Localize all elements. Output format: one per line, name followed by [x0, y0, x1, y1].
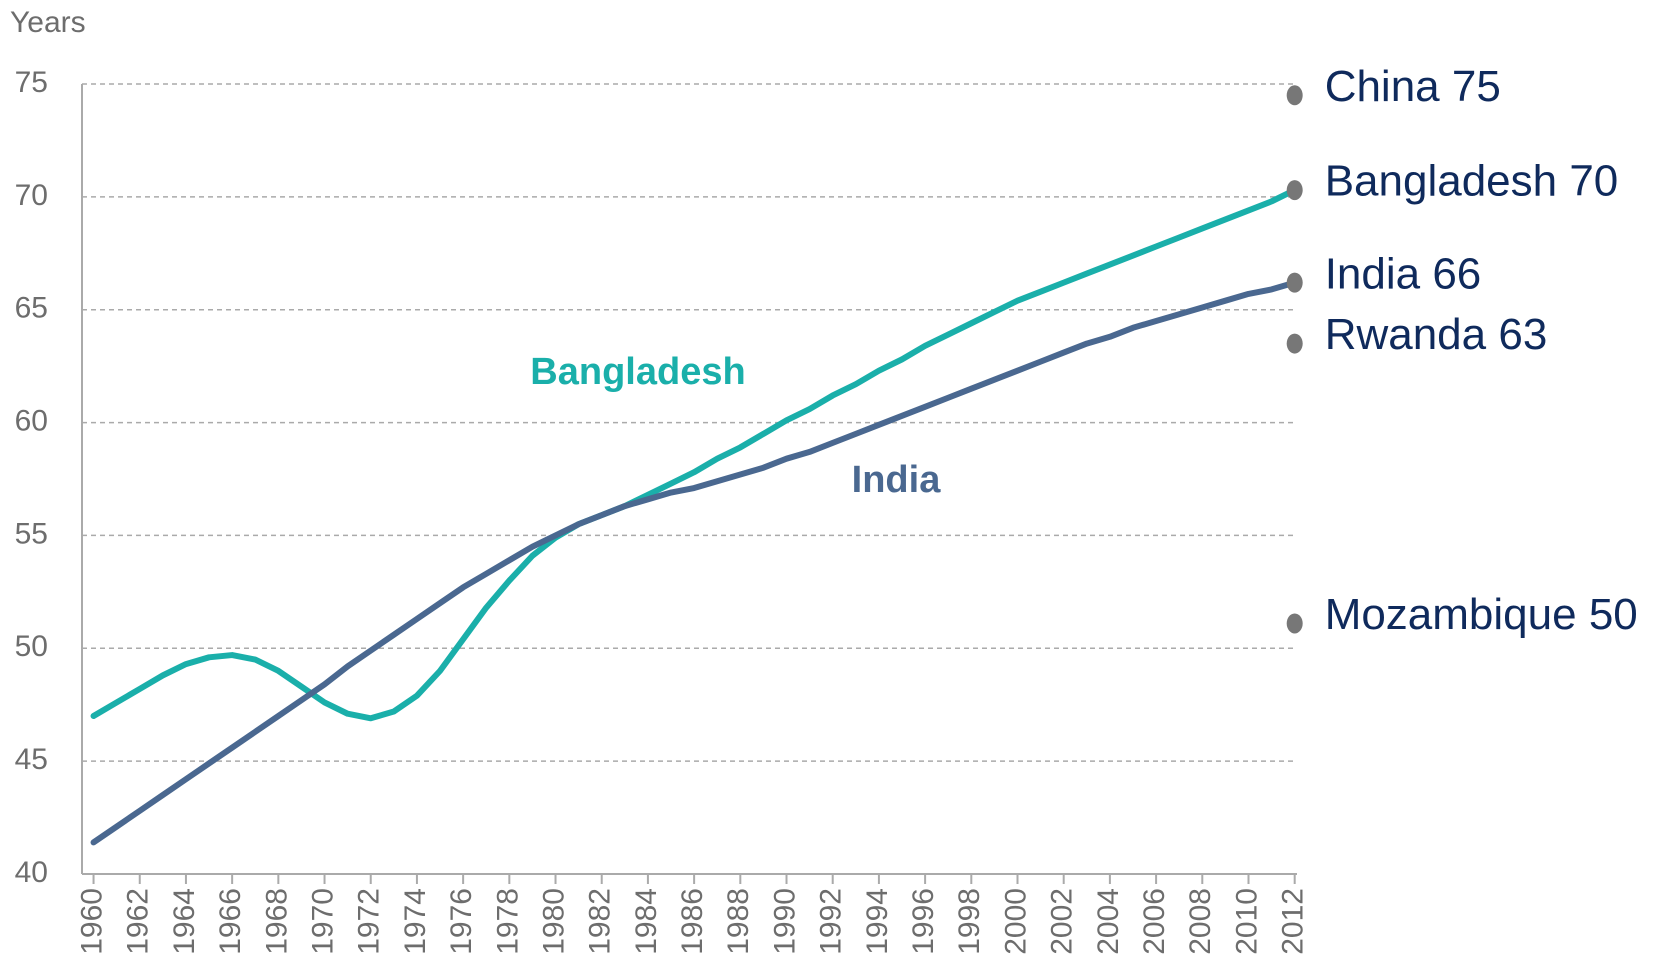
x-tick-label: 1984	[630, 888, 663, 955]
x-tick-label: 1960	[75, 888, 108, 955]
x-tick-label: 1968	[260, 888, 293, 955]
y-tick-label: 40	[15, 856, 48, 889]
x-tick-label: 2002	[1046, 888, 1079, 955]
x-tick-label: 2010	[1230, 888, 1263, 955]
series-line	[90, 187, 1298, 722]
x-tick-label: 1966	[214, 888, 247, 955]
y-tick-label: 50	[15, 630, 48, 663]
y-tick-label: 70	[15, 179, 48, 212]
x-tick-label: 2008	[1184, 888, 1217, 955]
x-tick-label: 1964	[168, 888, 201, 955]
x-tick-label: 1978	[491, 888, 524, 955]
x-tick-label: 1970	[306, 888, 339, 955]
x-tick-label: 1980	[537, 888, 570, 955]
x-tick-label: 1972	[353, 888, 386, 955]
x-tick-label: 2006	[1138, 888, 1171, 955]
x-tick-label: 1988	[722, 888, 755, 955]
x-tick-label: 1962	[122, 888, 155, 955]
x-tick-label: 1986	[676, 888, 709, 955]
end-point-label: India 66	[1325, 249, 1482, 298]
x-tick-label: 2000	[999, 888, 1032, 955]
x-tick-label: 1982	[584, 888, 617, 955]
x-tick-label: 1976	[445, 888, 478, 955]
series-label: India	[852, 459, 942, 501]
end-point-label: China 75	[1325, 62, 1501, 111]
end-point-label: Rwanda 63	[1325, 310, 1548, 359]
y-tick-label: 45	[15, 743, 48, 776]
x-tick-label: 1994	[861, 888, 894, 955]
end-point	[1286, 613, 1303, 634]
y-tick-label: 60	[15, 404, 48, 437]
series-label: Bangladesh	[530, 351, 745, 393]
end-point	[1286, 272, 1303, 293]
x-tick-label: 1990	[768, 888, 801, 955]
series-line	[90, 279, 1298, 846]
x-tick-label: 1996	[907, 888, 940, 955]
y-tick-label: 55	[15, 517, 48, 550]
x-tick-label: 1998	[953, 888, 986, 955]
x-tick-label: 2004	[1092, 888, 1125, 955]
x-tick-label: 1992	[815, 888, 848, 955]
end-point	[1286, 180, 1303, 201]
y-tick-label: 75	[15, 66, 48, 99]
end-point	[1286, 333, 1303, 354]
y-tick-label: 65	[15, 292, 48, 325]
end-point-label: Bangladesh 70	[1325, 157, 1619, 206]
x-tick-label: 2012	[1277, 888, 1310, 955]
x-tick-label: 1974	[399, 888, 432, 955]
y-axis-label: Years	[10, 6, 86, 39]
end-point	[1286, 85, 1303, 106]
end-point-label: Mozambique 50	[1325, 590, 1638, 639]
